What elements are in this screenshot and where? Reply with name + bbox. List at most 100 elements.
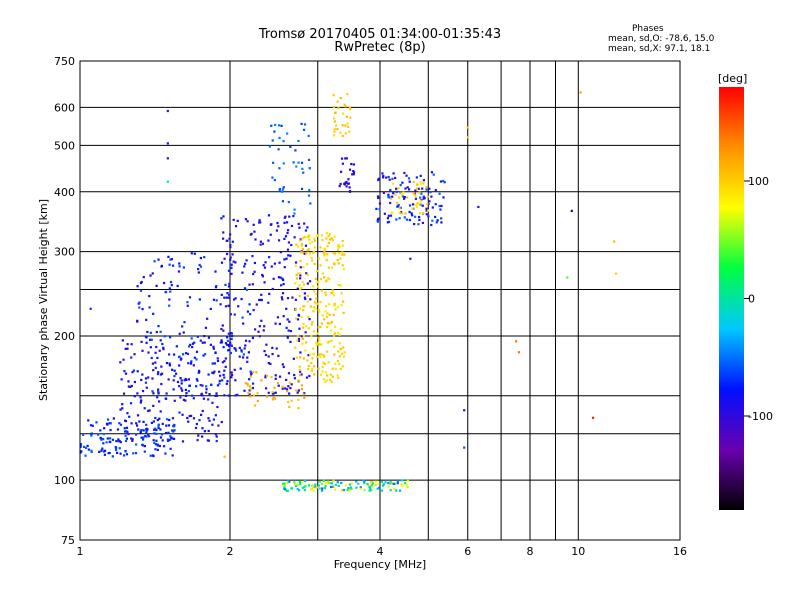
data-point	[177, 270, 181, 273]
data-point	[218, 382, 221, 385]
colorbar-tick-label: -100	[748, 410, 773, 423]
data-point	[278, 261, 281, 264]
data-point	[332, 251, 335, 255]
data-point	[334, 483, 337, 486]
data-point	[211, 371, 214, 374]
data-point	[333, 117, 336, 120]
data-point	[138, 306, 141, 309]
data-point	[300, 243, 304, 246]
data-point	[392, 482, 395, 485]
data-point	[223, 394, 226, 397]
data-point	[187, 420, 190, 423]
data-point	[141, 444, 145, 447]
data-point	[363, 480, 366, 483]
data-point	[347, 178, 350, 181]
data-point	[169, 447, 172, 450]
data-point	[333, 488, 337, 491]
data-point	[368, 485, 371, 489]
data-point	[246, 382, 249, 385]
data-point	[281, 188, 285, 191]
data-point	[201, 384, 204, 387]
data-point	[145, 431, 148, 434]
data-point	[302, 171, 305, 174]
data-point	[419, 174, 422, 178]
data-point	[329, 322, 332, 325]
data-point	[329, 378, 332, 382]
data-point	[252, 371, 255, 374]
data-point	[387, 220, 391, 224]
data-point	[264, 353, 268, 357]
data-point	[260, 379, 263, 382]
data-point	[375, 207, 378, 211]
data-point	[298, 370, 302, 373]
data-point	[317, 326, 320, 329]
data-point	[136, 320, 139, 323]
data-point	[389, 489, 392, 492]
data-point	[330, 291, 333, 295]
data-point	[130, 422, 133, 425]
data-point	[161, 342, 164, 346]
data-point	[228, 348, 231, 352]
data-point	[383, 212, 386, 215]
data-point	[109, 428, 112, 432]
data-point	[296, 487, 299, 491]
data-point	[281, 298, 284, 301]
data-point	[344, 124, 347, 127]
data-point	[261, 275, 265, 278]
data-point	[327, 241, 330, 244]
data-point	[326, 326, 329, 329]
data-point	[336, 100, 339, 103]
data-point	[189, 414, 193, 418]
data-point	[137, 428, 140, 431]
data-point	[281, 363, 284, 366]
data-point	[285, 307, 288, 310]
data-point	[153, 432, 156, 435]
data-point	[336, 305, 339, 309]
data-point	[172, 379, 175, 382]
data-point	[212, 345, 215, 348]
data-point	[290, 243, 293, 247]
data-point	[269, 362, 272, 366]
data-point	[258, 221, 261, 224]
data-point	[289, 145, 292, 148]
data-point	[397, 186, 400, 190]
data-point	[312, 285, 315, 288]
data-point	[123, 454, 126, 457]
data-point	[151, 272, 154, 275]
data-point	[196, 439, 199, 442]
data-point	[211, 423, 214, 426]
data-point	[281, 385, 284, 388]
data-point	[332, 294, 336, 297]
data-point	[404, 187, 407, 190]
data-point	[332, 313, 335, 317]
data-point	[313, 301, 316, 304]
data-point	[395, 218, 398, 221]
data-point	[200, 413, 203, 416]
data-point	[401, 212, 404, 215]
data-point	[348, 168, 352, 171]
data-point	[280, 284, 283, 287]
data-point	[441, 179, 445, 183]
data-point	[340, 292, 343, 295]
data-point	[87, 419, 90, 422]
data-point	[340, 284, 343, 287]
data-point	[421, 204, 424, 207]
data-point	[313, 262, 316, 266]
data-point	[408, 188, 411, 191]
data-point	[395, 190, 398, 193]
data-point	[403, 216, 406, 219]
data-point	[221, 324, 224, 327]
data-point	[272, 161, 275, 164]
data-point	[274, 322, 277, 325]
data-point	[219, 341, 222, 344]
data-point	[115, 440, 118, 443]
data-point	[346, 93, 349, 96]
data-point	[281, 484, 284, 487]
data-point	[190, 337, 193, 340]
data-point	[301, 337, 304, 341]
data-point	[273, 397, 276, 400]
data-point	[329, 329, 332, 332]
data-point	[277, 354, 280, 357]
data-point	[591, 416, 595, 419]
data-point	[227, 296, 230, 299]
